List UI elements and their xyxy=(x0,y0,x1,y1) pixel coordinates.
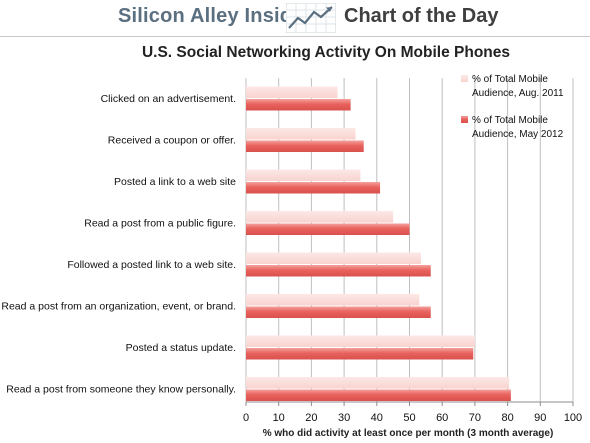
legend-label: % of Total Mobile xyxy=(472,74,548,85)
category-label: Posted a link to a web site xyxy=(114,176,236,188)
category-label: Read a post from a public figure. xyxy=(84,218,236,230)
category-label: Followed a posted link to a web site. xyxy=(67,259,236,271)
bar-aug-2011 xyxy=(246,377,510,389)
category-labels: Clicked on an advertisement. Received a c… xyxy=(1,93,236,396)
x-tick-label: 60 xyxy=(436,412,448,424)
bar-may-2012 xyxy=(246,265,431,277)
section-name: Chart of the Day xyxy=(344,5,499,27)
x-tick-label: 100 xyxy=(564,412,582,424)
legend-label: % of Total Mobile xyxy=(472,115,548,126)
legend-label: Audience, May 2012 xyxy=(472,129,564,140)
bar-aug-2011 xyxy=(246,86,338,98)
category-label: Read a post from an organization, event,… xyxy=(1,301,236,313)
x-tick-label: 50 xyxy=(403,412,415,424)
bar-may-2012 xyxy=(246,348,474,360)
bar-may-2012 xyxy=(246,99,351,111)
brand-name: Silicon Alley Insider xyxy=(118,5,312,27)
bar-may-2012 xyxy=(246,182,381,194)
x-axis-ticks: 0 10 20 30 40 50 60 70 80 90 100 xyxy=(243,402,582,424)
legend: % of Total Mobile Audience, Aug. 2011 % of… xyxy=(461,74,564,140)
x-tick-label: 90 xyxy=(534,412,546,424)
bar-aug-2011 xyxy=(246,211,394,223)
x-tick-label: 20 xyxy=(305,412,317,424)
bar-aug-2011 xyxy=(246,169,361,181)
bar-aug-2011 xyxy=(246,128,356,140)
legend-swatch-may-2012 xyxy=(461,116,468,123)
bar-may-2012 xyxy=(246,223,410,235)
trend-line-chart-icon xyxy=(286,3,336,33)
legend-swatch-aug-2011 xyxy=(461,75,468,82)
bar-aug-2011 xyxy=(246,294,420,306)
category-label: Clicked on an advertisement. xyxy=(101,93,236,105)
bar-aug-2011 xyxy=(246,252,421,264)
bars xyxy=(246,86,511,401)
x-tick-label: 70 xyxy=(469,412,481,424)
category-label: Read a post from someone they know perso… xyxy=(6,384,236,396)
legend-label: Audience, Aug. 2011 xyxy=(472,88,564,99)
x-tick-label: 30 xyxy=(338,412,350,424)
chart-header: Silicon Alley Insider Chart of the Day xyxy=(0,0,590,37)
x-tick-label: 80 xyxy=(501,412,513,424)
category-label: Received a coupon or offer. xyxy=(108,135,236,147)
bar-chart: U.S. Social Networking Activity On Mobil… xyxy=(1,44,582,439)
x-tick-label: 0 xyxy=(243,412,249,424)
bar-may-2012 xyxy=(246,306,431,318)
bar-may-2012 xyxy=(246,140,364,152)
category-label: Posted a status update. xyxy=(126,342,236,354)
x-tick-label: 10 xyxy=(273,412,285,424)
bar-aug-2011 xyxy=(246,335,475,347)
x-tick-label: 40 xyxy=(371,412,383,424)
x-axis-label: % who did activity at least once per mon… xyxy=(263,428,554,439)
chart-title: U.S. Social Networking Activity On Mobil… xyxy=(142,44,510,61)
bar-may-2012 xyxy=(246,389,511,401)
